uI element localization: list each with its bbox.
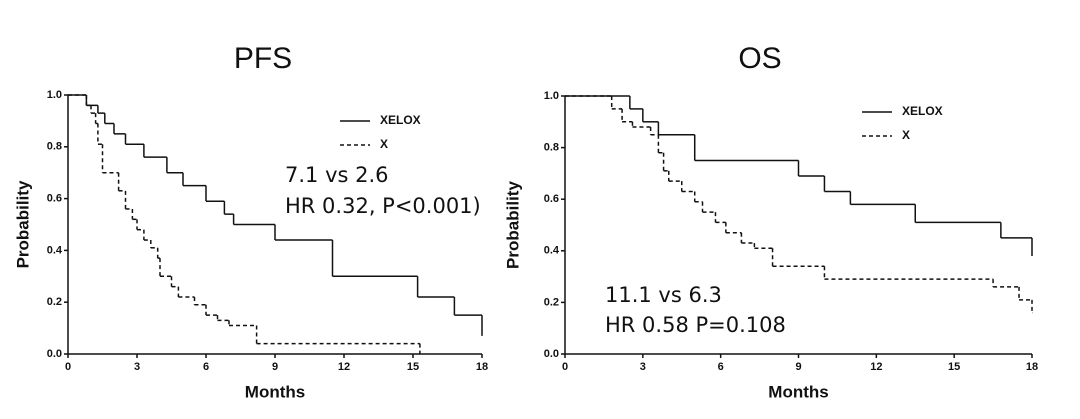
x-axis-label: Months: [245, 382, 305, 401]
y-tick-label: 0.6: [544, 193, 559, 205]
x-tick-label: 15: [948, 361, 960, 373]
y-axis-label: Probability: [13, 180, 32, 268]
x-axis-label: Months: [768, 382, 828, 401]
x-tick-label: 0: [65, 361, 71, 373]
chart-title: PFS: [234, 42, 292, 75]
y-tick-label: 0.4: [47, 244, 63, 256]
annotation: 11.1 vs 6.3: [605, 283, 722, 307]
legend-label: X: [902, 128, 910, 142]
x-tick-label: 3: [134, 361, 140, 373]
y-tick-label: 0.8: [544, 142, 559, 154]
y-tick-label: 1.0: [544, 90, 559, 102]
x-tick-label: 15: [407, 361, 419, 373]
x-tick-label: 12: [870, 361, 882, 373]
x-tick-label: 9: [795, 361, 801, 373]
x-tick-label: 9: [272, 361, 278, 373]
annotation: HR 0.32, P<0.001): [285, 194, 481, 218]
legend-label: X: [380, 137, 388, 151]
y-tick-label: 0.2: [47, 296, 62, 308]
y-tick-label: 0.6: [47, 193, 62, 205]
y-tick-label: 0.4: [544, 245, 560, 257]
annotation: HR 0.58 P=0.108: [605, 313, 786, 337]
y-tick-label: 1.0: [47, 89, 62, 101]
x-tick-label: 0: [562, 361, 568, 373]
y-tick-label: 0.2: [544, 296, 559, 308]
y-tick-label: 0.8: [47, 141, 62, 153]
x-tick-label: 12: [338, 361, 350, 373]
chart-title: OS: [738, 42, 781, 75]
legend-label: XELOX: [902, 104, 943, 118]
x-tick-label: 18: [1026, 361, 1038, 373]
x-tick-label: 3: [640, 361, 646, 373]
x-tick-label: 6: [718, 361, 724, 373]
annotation: 7.1 vs 2.6: [285, 163, 389, 187]
x-tick-label: 6: [203, 361, 209, 373]
legend-label: XELOX: [380, 113, 421, 127]
y-axis-label: Probability: [503, 181, 522, 269]
x-tick-label: 18: [476, 361, 488, 373]
y-tick-label: 0.0: [47, 348, 62, 360]
y-tick-label: 0.0: [544, 348, 559, 360]
